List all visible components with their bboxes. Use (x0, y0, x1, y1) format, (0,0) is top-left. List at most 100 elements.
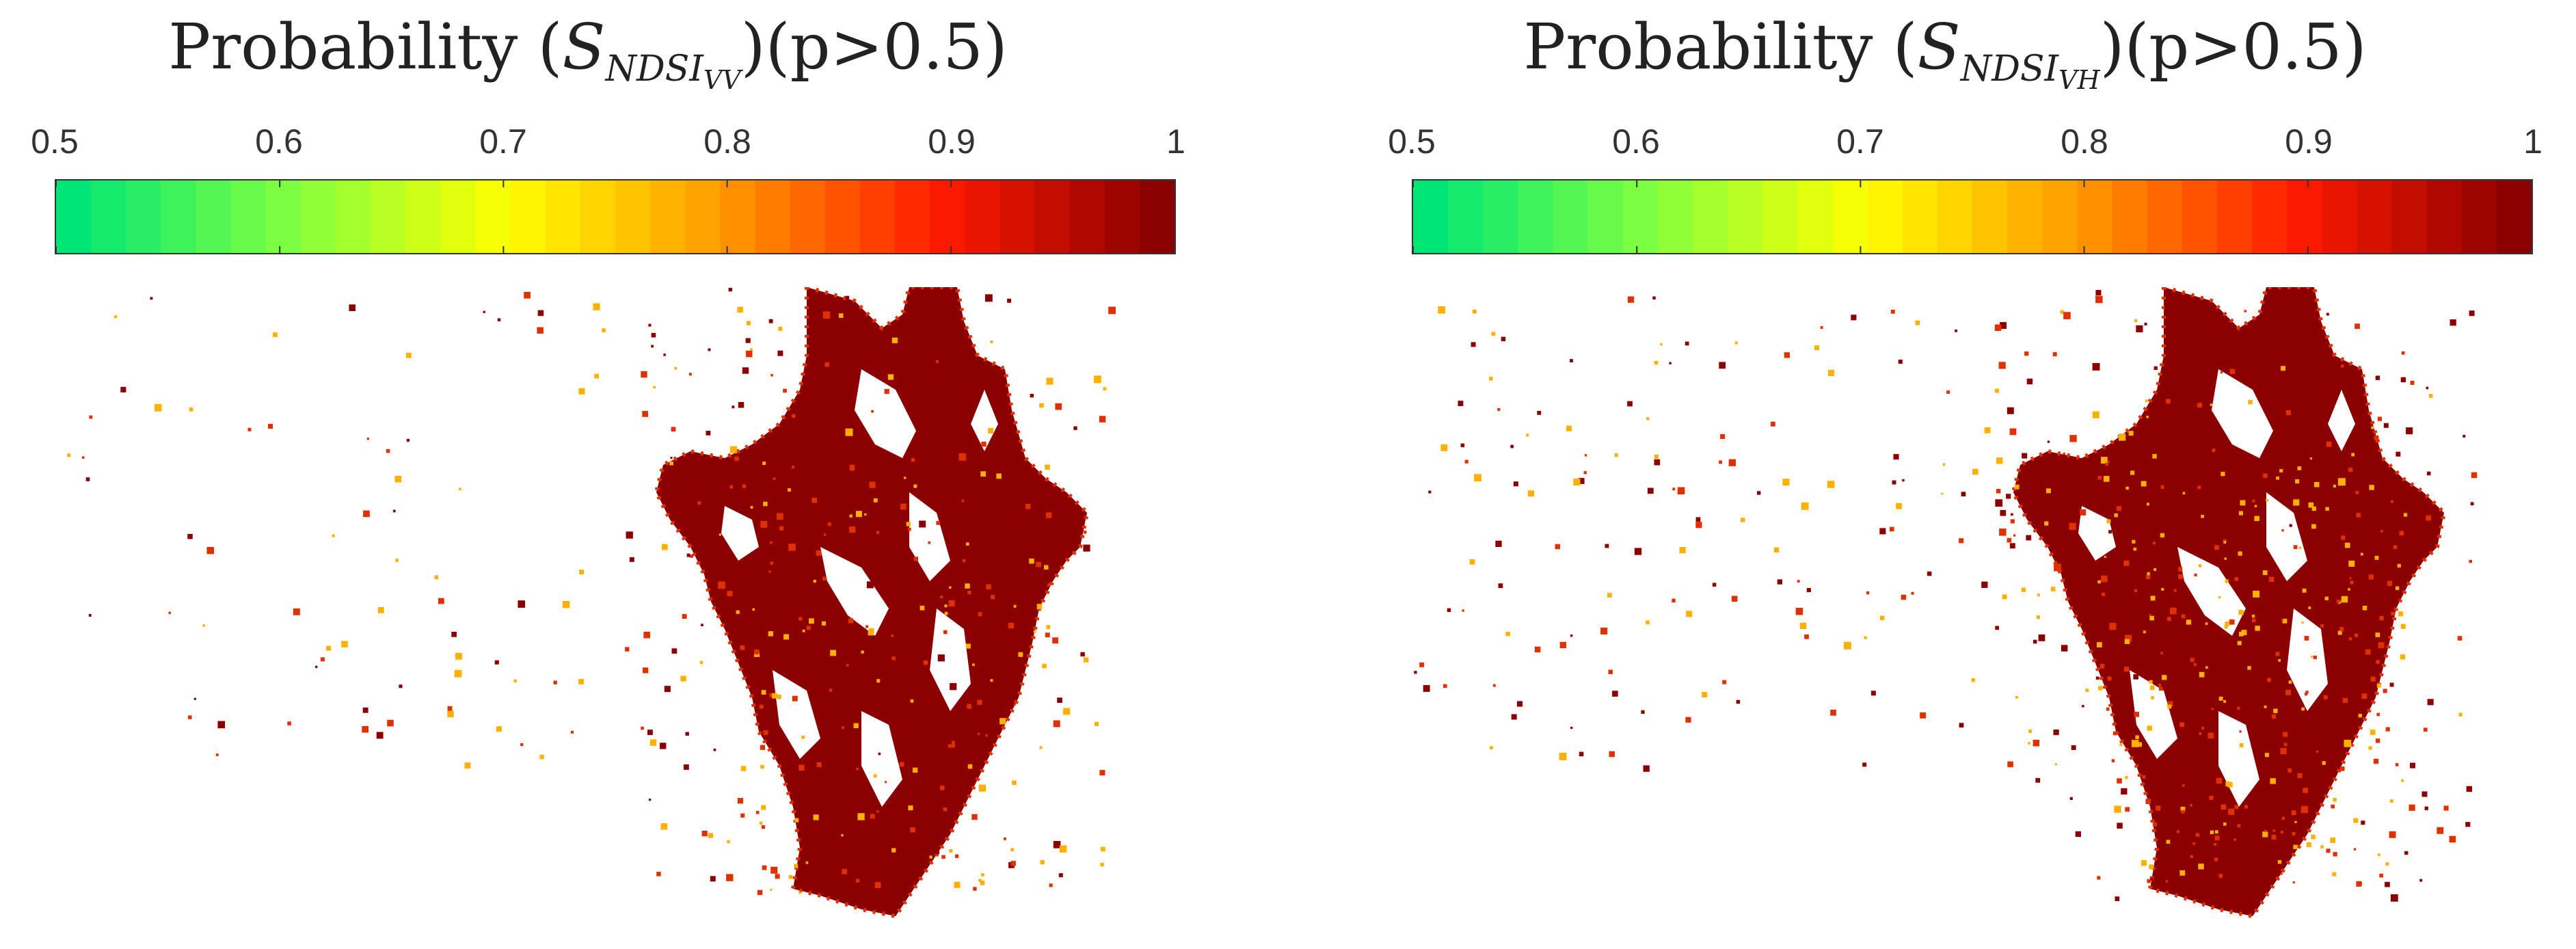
map-speckle (2227, 781, 2233, 788)
map-speckle (1672, 487, 1676, 491)
map-speckle (2294, 719, 2300, 725)
map-speckle (750, 348, 753, 351)
map-speckle (2293, 545, 2298, 549)
map-speckle (2287, 768, 2292, 773)
map-speckle (849, 514, 853, 518)
map-speckle (2264, 705, 2267, 708)
map-speckle (2358, 714, 2362, 718)
map-speckle (2354, 633, 2359, 637)
map-speckle (2301, 621, 2304, 624)
map-speckle (2320, 845, 2324, 848)
map-speckle (836, 527, 841, 532)
colorbar-level (1104, 181, 1140, 253)
map-speckle (770, 374, 773, 377)
map-speckle (1879, 528, 1886, 535)
map-speckle (977, 472, 981, 476)
colorbar-tick-label: 0.5 (31, 122, 79, 161)
map-speckle (999, 718, 1006, 725)
map-speckle (920, 466, 924, 470)
map-speckle (513, 679, 517, 683)
map-speckle (1734, 341, 1738, 345)
colorbar-tick-label: 0.5 (1388, 122, 1436, 161)
map-speckle (1505, 632, 1510, 637)
map-speckle (1646, 620, 1650, 625)
map-speckle (1570, 726, 1573, 730)
map-speckle (2229, 369, 2236, 374)
map-speckle (1462, 609, 1464, 612)
map-speckle (861, 650, 864, 654)
map-speckle (732, 405, 735, 409)
map-speckle (2333, 485, 2336, 487)
map-speckle (2221, 840, 2227, 846)
colorbar-level (1657, 181, 1693, 253)
map-speckle (2305, 691, 2309, 694)
map-speckle (206, 546, 214, 554)
map-speckle (923, 660, 928, 665)
map-speckle (910, 699, 914, 703)
map-speckle (891, 634, 894, 637)
map-speckle (2375, 738, 2380, 743)
map-speckle (1612, 691, 1618, 697)
map-speckle (2047, 440, 2050, 443)
map-speckle (980, 721, 987, 727)
map-speckle (988, 428, 993, 433)
colorbar-tick-label: 0.6 (1612, 122, 1660, 161)
map-speckle (2225, 579, 2229, 583)
map-speckle (1879, 615, 1885, 621)
map-speckle (2218, 696, 2223, 701)
map-speckle (2303, 788, 2308, 793)
map-speckle (699, 660, 703, 665)
map-speckle (2092, 363, 2100, 371)
colorbar-level (510, 181, 546, 253)
map-speckle (2134, 589, 2138, 593)
chart-panel-vh: Probability (SNDSIVH)(p>0.5) 0.5 0.6 0.7… (1384, 0, 2560, 949)
map-speckle (2147, 572, 2150, 576)
map-speckle (2342, 698, 2348, 704)
map-speckle (2153, 542, 2156, 545)
colorbar-level (650, 181, 686, 253)
map-speckle (594, 373, 599, 379)
map-speckle (2080, 509, 2087, 516)
map-speckle (2013, 534, 2016, 537)
title-subsubscript: VH (2058, 65, 2100, 95)
map-speckle (2354, 323, 2360, 329)
map-speckle (1473, 309, 1477, 314)
map-speckle (2011, 513, 2013, 516)
map-speckle (783, 634, 789, 640)
map-speckle (2401, 779, 2404, 782)
map-speckle (778, 326, 783, 331)
map-speckle (777, 350, 783, 356)
map-speckle (2162, 781, 2169, 789)
map-speckle (625, 647, 630, 652)
map-speckle (2397, 563, 2401, 567)
map-speckle (980, 471, 987, 477)
map-speckle (1896, 503, 1903, 509)
map-speckle (2341, 596, 2348, 603)
map-speckle (977, 732, 980, 735)
map-speckle (729, 485, 734, 489)
map-speckle (2095, 290, 2102, 296)
map-speckle (1004, 406, 1012, 414)
map-speckle (813, 814, 819, 820)
colorbar-level (545, 181, 581, 253)
map-speckle (842, 868, 848, 874)
map-speckle (2255, 626, 2260, 631)
map-speckle (2060, 310, 2065, 315)
map-speckle (864, 513, 867, 516)
map-speckle (2325, 507, 2329, 511)
map-speckle (2237, 706, 2240, 710)
map-speckle (2356, 513, 2361, 518)
map-speckle (1029, 558, 1034, 564)
map-speckle (2119, 743, 2123, 747)
map-speckle (2238, 551, 2242, 556)
map-speckle (2218, 596, 2221, 599)
map-speckle (759, 821, 763, 825)
map-speckle (2106, 707, 2110, 711)
map-speckle (950, 683, 957, 691)
map-speckle (755, 811, 760, 814)
map-speckle (740, 766, 747, 771)
map-speckle (2251, 615, 2255, 618)
map-speckle (660, 743, 667, 749)
map-speckle (1641, 710, 1645, 714)
map-speckle (2391, 595, 2399, 602)
